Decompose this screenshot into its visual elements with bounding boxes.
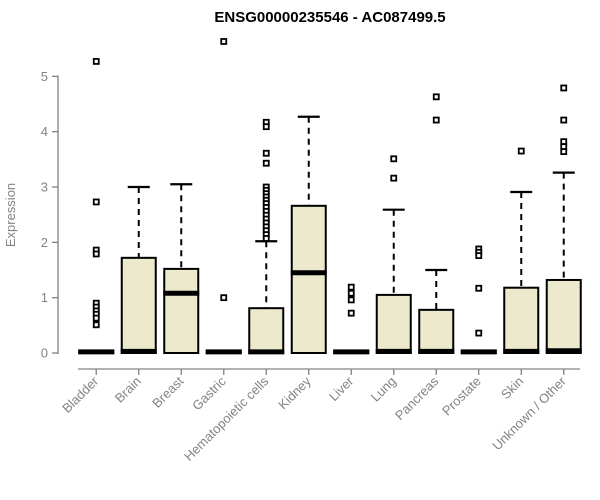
outlier-point [475, 329, 483, 337]
x-tick-label: Pancreas [392, 373, 442, 423]
x-tick-label: Unknown / Other [489, 373, 569, 453]
outlier-point [475, 252, 483, 260]
box-plot-lung [375, 155, 412, 355]
outlier-point [347, 309, 355, 317]
iqr-box [120, 256, 157, 354]
iqr-box [248, 307, 285, 355]
x-tick-label: Breast [149, 373, 186, 410]
x-tick-label: Gastric [189, 373, 229, 413]
iqr-box [163, 267, 200, 355]
box-plot-liver [333, 283, 370, 355]
outlier-point [347, 289, 355, 297]
outlier-point [560, 84, 568, 92]
outlier-point [390, 174, 398, 182]
outlier-point [390, 155, 398, 163]
outlier-point [347, 283, 355, 291]
x-tick-label: Prostate [439, 374, 484, 419]
iqr-box [503, 286, 540, 354]
outlier-point [92, 198, 100, 206]
box-plot-kidney [290, 115, 327, 354]
y-axis: 0 1 2 3 4 5 [41, 69, 59, 361]
outlier-point [92, 58, 100, 65]
outlier-point [262, 159, 270, 167]
box-plot-unknown-other [545, 84, 582, 354]
x-tick-label: Brain [112, 374, 144, 406]
outlier-point [475, 284, 483, 292]
outlier-point [262, 149, 270, 157]
x-tick-label: Bladder [59, 373, 102, 416]
y-axis-label: Expression [3, 183, 18, 247]
y-tick-label: 3 [41, 180, 48, 195]
iqr-box [290, 204, 327, 354]
outlier-point [432, 116, 440, 124]
y-tick-label: 0 [41, 346, 48, 361]
iqr-box [545, 278, 582, 354]
outlier-point [92, 321, 100, 329]
x-tick-label: Kidney [275, 373, 314, 412]
x-tick-label: Skin [498, 374, 526, 402]
outlier-point [92, 314, 100, 322]
box-plots [78, 38, 582, 355]
x-tick-label: Hematopoietic cells [181, 373, 272, 464]
box-plot-prostate [460, 245, 497, 355]
outlier-point [560, 116, 568, 124]
y-tick-label: 2 [41, 235, 48, 250]
box-plot-breast [163, 183, 200, 355]
box-plot-brain [120, 185, 157, 354]
iqr-box [418, 308, 455, 354]
box-plot-bladder [78, 58, 115, 355]
box-plot-hematopoietic-cells [248, 118, 285, 355]
outlier-point [220, 294, 228, 302]
box-plot-skin [503, 147, 540, 354]
outlier-point [220, 38, 228, 45]
chart-title: ENSG00000235546 - AC087499.5 [214, 9, 445, 26]
outlier-point [560, 148, 568, 155]
iqr-box [375, 293, 412, 355]
outlier-point [432, 93, 440, 101]
y-tick-label: 5 [41, 69, 48, 84]
y-tick-label: 4 [41, 124, 48, 139]
outlier-point [262, 235, 270, 242]
x-tick-label: Liver [326, 373, 357, 404]
outlier-point [92, 250, 100, 258]
outlier-point [262, 123, 270, 131]
outlier-point [517, 147, 525, 155]
y-tick-label: 1 [41, 290, 48, 305]
outlier-point [347, 296, 355, 304]
box-plot-pancreas [418, 93, 455, 354]
box-plot-gastric [205, 38, 242, 355]
x-tick-label: Lung [368, 374, 399, 405]
